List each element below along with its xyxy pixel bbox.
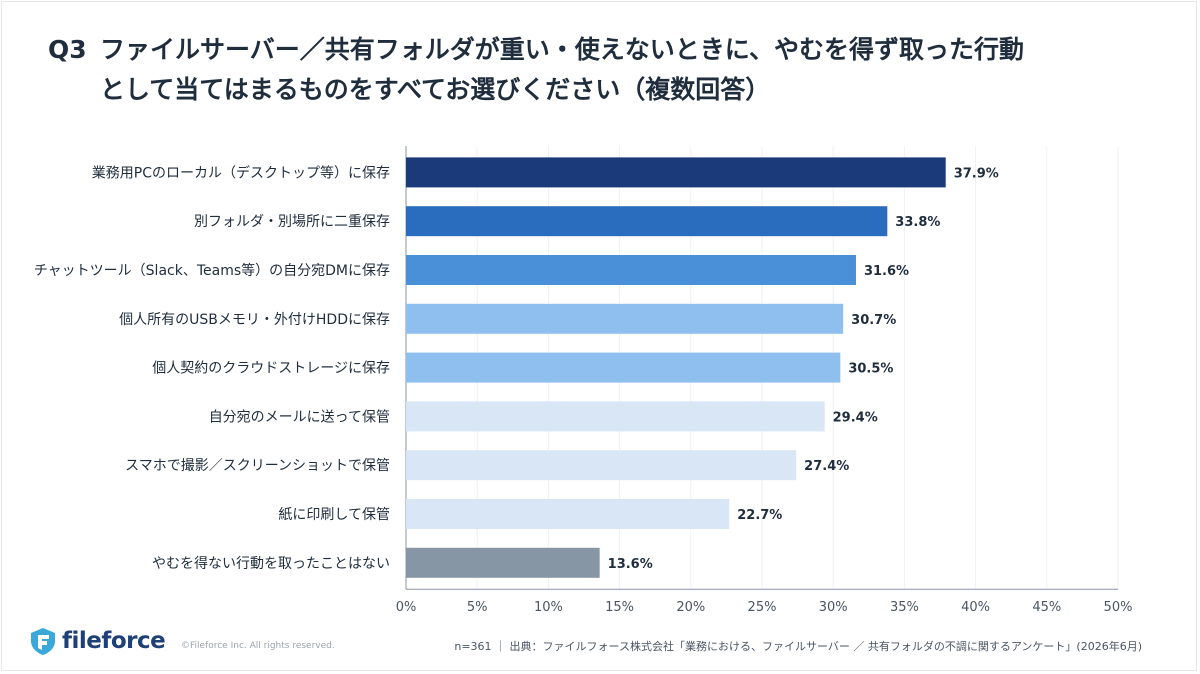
bar	[406, 303, 844, 334]
question-number: Q3	[48, 35, 87, 64]
bar	[406, 255, 856, 285]
bar-value-label: 13.6%	[608, 557, 653, 572]
fileforce-logo: fileforce	[28, 626, 188, 658]
title-line-1: ファイルサーバー／共有フォルダが重い・使えないときに、やむを得ず取った行動	[100, 35, 1025, 64]
category-label: スマホで撮影／スクリーンショットで保管	[125, 457, 390, 474]
copyright: ©Fileforce Inc. All rights reserved.	[181, 641, 335, 651]
bar	[406, 206, 888, 237]
x-tick-label: 5%	[467, 600, 488, 615]
bar-value-label: 22.7%	[737, 508, 782, 523]
bar-value-label: 33.8%	[895, 215, 940, 230]
bar-value-label: 29.4%	[833, 410, 878, 425]
x-tick-label: 45%	[1032, 600, 1061, 615]
bar-value-label: 30.7%	[851, 313, 896, 328]
bar	[406, 547, 600, 578]
category-label: 紙に印刷して保管	[278, 507, 390, 523]
x-tick-label: 40%	[961, 600, 990, 615]
category-label: チャットツール（Slack、Teams等）の自分宛DMに保存	[34, 262, 390, 279]
x-tick-label: 0%	[396, 600, 417, 615]
x-tick-label: 35%	[890, 600, 919, 615]
logo-wordmark: fileforce	[62, 628, 166, 654]
x-tick-label: 15%	[605, 600, 634, 615]
category-label: 個人所有のUSBメモリ・外付けHDDに保存	[119, 312, 390, 328]
source-note: n=361 ｜ 出典：ファイルフォース株式会社「業務における、ファイルサーバー …	[454, 640, 1142, 653]
bar	[406, 157, 946, 188]
bar	[406, 352, 841, 383]
category-label: 別フォルダ・別場所に二重保存	[194, 214, 390, 230]
fileforce-logo-icon	[31, 628, 55, 655]
bar-value-label: 30.5%	[848, 362, 893, 377]
bar-value-label: 31.6%	[864, 264, 909, 279]
bar	[406, 499, 730, 529]
bar-value-label: 27.4%	[804, 459, 849, 474]
x-tick-label: 50%	[1104, 600, 1133, 615]
x-tick-label: 25%	[748, 600, 777, 615]
title-line-2: として当てはまるものをすべてお選びください（複数回答）	[100, 75, 771, 104]
category-label: やむを得ない行動を取ったことはない	[152, 555, 390, 572]
category-label: 業務用PCのローカル（デスクトップ等）に保存	[92, 164, 390, 181]
category-label: 個人契約のクラウドストレージに保存	[152, 361, 390, 377]
bar	[406, 450, 797, 481]
category-label: 自分宛のメールに送って保管	[209, 409, 390, 425]
x-tick-label: 30%	[819, 600, 848, 615]
bar	[406, 401, 825, 432]
x-tick-label: 20%	[676, 600, 705, 615]
x-tick-label: 10%	[534, 600, 563, 615]
bar-value-label: 37.9%	[954, 166, 999, 181]
